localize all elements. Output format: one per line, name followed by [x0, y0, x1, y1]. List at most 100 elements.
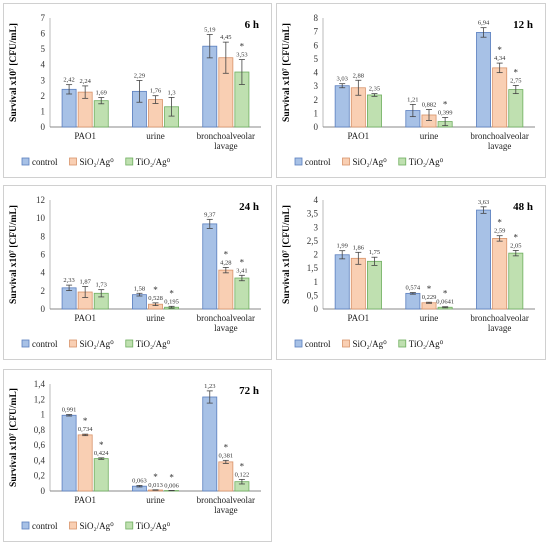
- bar: [405, 292, 421, 310]
- y-tick-label: 7: [41, 13, 46, 23]
- chart-svg: Survival x10⁷ [CFU/mL] 0 2 4 6 8 10 12 24 h 2,33 1…: [9, 195, 261, 349]
- y-tick-label: 1: [314, 277, 319, 287]
- y-tick-label: 2: [41, 91, 46, 101]
- data-label: 4,28: [220, 259, 231, 266]
- significance-star: *: [169, 472, 174, 482]
- chart-panel-72h: Survival x10⁷ [CFU/mL] 0 0,2 0,4 0,6 0,8 1 1,2 1…: [3, 369, 272, 542]
- significance-star: *: [153, 472, 158, 482]
- chart-panel-48h: Survival x10⁷ [CFU/mL] 0 0,5 1 1,5 2 2,5 3 3,5 4 4…: [276, 185, 546, 360]
- category-label: bronchoalveolar: [197, 495, 255, 505]
- bar: [492, 67, 508, 128]
- data-label: 1,99: [337, 243, 348, 250]
- y-tick-label: 0: [41, 122, 46, 132]
- y-tick-label: 6: [314, 40, 319, 50]
- data-label: 2,42: [63, 77, 74, 84]
- data-label: 0,381: [219, 452, 234, 459]
- category-label: PAO1: [347, 313, 369, 323]
- category-label: bronchoalveolar: [470, 313, 528, 323]
- legend-label: control: [305, 157, 331, 167]
- legend-swatch: [294, 157, 303, 166]
- significance-star: *: [497, 218, 502, 228]
- significance-star: *: [240, 461, 245, 471]
- bar: [93, 100, 109, 128]
- significance-star: *: [99, 440, 104, 450]
- significance-star: *: [224, 442, 229, 452]
- legend-label: TiO₂/Ag⁰: [136, 157, 171, 167]
- data-label: 0,0641: [436, 299, 454, 306]
- chart-svg: Survival x10⁷ [CFU/mL] 0 0,2 0,4 0,6 0,8 1 1,2 1…: [9, 379, 261, 531]
- bar: [61, 287, 77, 310]
- data-label: 1,73: [96, 282, 107, 289]
- y-tick-label: 0: [314, 122, 319, 132]
- legend-swatch: [125, 521, 134, 530]
- y-tick-label: 1: [314, 108, 319, 118]
- y-tick-label: 3: [314, 81, 319, 91]
- legend-label: control: [32, 521, 58, 531]
- y-tick-label: 1: [41, 410, 46, 420]
- bar: [93, 458, 109, 492]
- y-tick-label: 2: [41, 286, 46, 296]
- bar: [367, 94, 382, 128]
- legend-swatch: [69, 521, 77, 530]
- legend-swatch: [69, 157, 77, 166]
- category-label: PAO1: [347, 131, 369, 141]
- category-label: urine: [146, 313, 165, 323]
- bar: [234, 277, 250, 310]
- significance-star: *: [497, 45, 502, 55]
- legend-label: control: [32, 157, 58, 167]
- data-label: 2,88: [353, 72, 364, 79]
- y-tick-label: 0,8: [34, 425, 46, 435]
- bar: [202, 45, 218, 128]
- y-tick-label: 1: [41, 106, 46, 116]
- y-tick-label: 6: [41, 250, 46, 260]
- chart-svg: Survival x10⁷ [CFU/mL] 0 1 2 3 4 5 6 7 8 12 h 3,03 2…: [282, 13, 535, 167]
- y-tick-label: 1,5: [307, 263, 319, 273]
- y-tick-label: 0: [314, 304, 319, 314]
- legend-label: TiO₂/Ag⁰: [409, 339, 444, 349]
- bar: [476, 209, 491, 310]
- y-tick-label: 3: [314, 222, 319, 232]
- y-tick-label: 7: [314, 27, 319, 37]
- y-tick-label: 8: [314, 13, 319, 23]
- legend-swatch: [342, 339, 350, 348]
- data-label: 0,006: [164, 482, 179, 489]
- data-label: 1,3: [168, 89, 176, 96]
- bar: [492, 238, 508, 310]
- y-tick-label: 1,4: [34, 379, 46, 389]
- bar: [350, 257, 366, 310]
- bar: [61, 88, 77, 128]
- legend-label: SiO₂/Ag⁰: [353, 157, 388, 167]
- y-axis-label: Survival x10⁷ [CFU/mL]: [282, 205, 292, 304]
- category-label: lavage: [488, 323, 511, 333]
- category-label: PAO1: [74, 131, 96, 141]
- category-label: lavage: [488, 141, 511, 151]
- y-tick-label: 2: [314, 250, 319, 260]
- data-label: 4,34: [494, 55, 506, 62]
- data-label: 1,58: [134, 285, 145, 292]
- y-tick-label: 4: [41, 60, 46, 70]
- y-tick-label: 3,5: [307, 209, 319, 219]
- significance-star: *: [169, 288, 174, 298]
- y-tick-label: 2: [314, 95, 319, 105]
- data-label: 4,45: [220, 34, 231, 41]
- bar: [508, 252, 524, 310]
- significance-star: *: [443, 289, 448, 299]
- significance-star: *: [240, 257, 245, 267]
- significance-star: *: [514, 67, 519, 77]
- category-label: lavage: [214, 505, 237, 515]
- chart-panel-12h: Survival x10⁷ [CFU/mL] 0 1 2 3 4 5 6 7 8 12 h 3,03 2…: [276, 3, 546, 178]
- y-tick-label: 2,5: [307, 236, 319, 246]
- legend-swatch: [21, 521, 30, 530]
- bar: [476, 32, 491, 128]
- data-label: 1,76: [150, 88, 162, 95]
- data-label: 0,229: [422, 294, 437, 301]
- time-label: 6 h: [245, 19, 259, 31]
- category-label: PAO1: [74, 313, 96, 323]
- time-label: 72 h: [239, 385, 259, 397]
- legend-swatch: [125, 157, 134, 166]
- y-tick-label: 4: [41, 268, 46, 278]
- bar: [508, 89, 524, 128]
- data-label: 2,05: [510, 242, 521, 249]
- bar: [218, 269, 234, 310]
- y-axis-label: Survival x10⁷ [CFU/mL]: [9, 23, 19, 122]
